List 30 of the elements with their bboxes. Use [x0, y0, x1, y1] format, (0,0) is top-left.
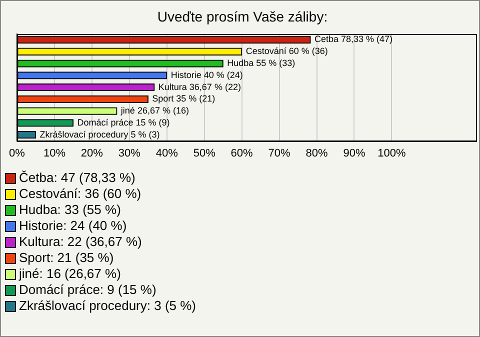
x-tick-label: 30%: [118, 147, 141, 160]
x-tick-label: 80%: [306, 147, 328, 160]
x-tick-label: 60%: [230, 147, 254, 160]
x-tick-label: 70%: [268, 147, 291, 160]
legend-label: Hudba: 33 (55 %): [19, 202, 121, 218]
chart-title: Uveďte prosím Vaše záliby:: [157, 8, 328, 24]
x-tick-label: 50%: [193, 147, 216, 160]
legend-label: Historie: 24 (40 %): [19, 218, 127, 234]
data-label: Kultura 36,67 % (22): [158, 82, 241, 92]
data-label: Hudba 55 % (33): [227, 58, 296, 68]
data-label: Zkrášlovací procedury 5 % (3): [40, 129, 160, 140]
x-tick-label: 10%: [43, 147, 66, 160]
data-label: Domácí práce 15 % (9): [77, 117, 170, 128]
x-tick-label: 20%: [80, 147, 104, 160]
x-tick-label: 100%: [378, 147, 406, 160]
legend-label: Cestování: 36 (60 %): [19, 186, 142, 202]
data-label: Sport 35 % (21): [152, 94, 216, 104]
legend-label: Kultura: 22 (36,67 %): [19, 234, 142, 250]
x-tick-label: 40%: [156, 147, 178, 160]
legend-label: Četba: 47 (78,33 %): [19, 170, 136, 186]
data-label: jiné 26,67 % (16): [120, 106, 189, 116]
data-label: Cestování 60 % (36): [246, 46, 328, 56]
legend-label: Domácí práce: 9 (15 %): [19, 282, 156, 298]
x-tick-label: 90%: [343, 147, 366, 160]
data-label: Historie 40 % (24): [170, 70, 243, 80]
data-label: Četba 78,33 % (47): [314, 34, 393, 44]
legend-label: Zkrášlovací procedury: 3 (5 %): [19, 298, 196, 314]
legend-label: Sport: 21 (35 %): [19, 250, 114, 266]
x-tick-label: 0%: [9, 147, 26, 160]
legend-label: jiné: 16 (26,67 %): [19, 266, 121, 282]
